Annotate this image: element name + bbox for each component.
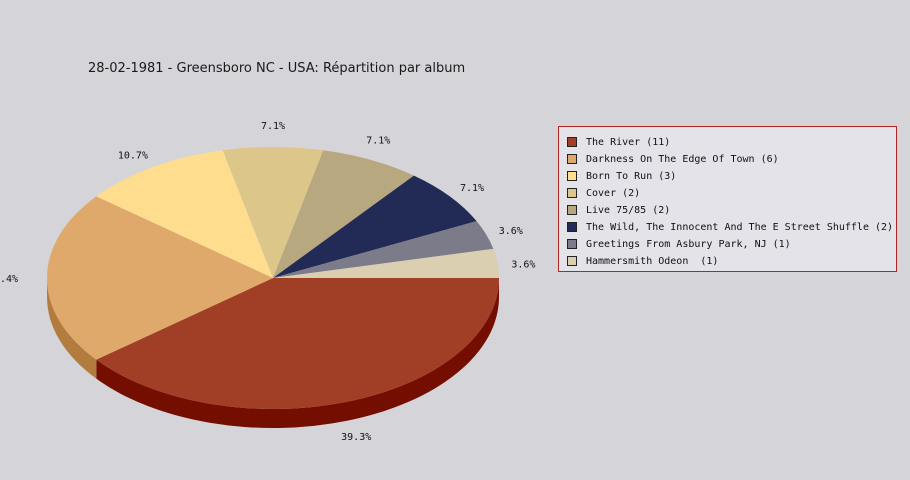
legend-swatch: [567, 154, 577, 164]
pie-slice-percent-the-river-11: 39.3%: [341, 432, 371, 443]
legend-item-greetings-from-asbury-park-nj-1: Greetings From Asbury Park, NJ (1): [567, 237, 791, 251]
legend-swatch: [567, 222, 577, 232]
legend-label: Live 75/85 (2): [586, 204, 671, 216]
legend-item-the-river-11: The River (11): [567, 135, 670, 149]
pie-slice-the-river-11[interactable]: [96, 278, 499, 409]
pie-slice-hammersmith-odeon-1[interactable]: [273, 248, 499, 278]
pie-slice-percent-greetings-from-asbury-park-nj-1: 3.6%: [499, 226, 523, 237]
legend-swatch: [567, 137, 577, 147]
legend-item-hammersmith-odeon-1: Hammersmith Odeon (1): [567, 254, 718, 268]
legend-label: Born To Run (3): [586, 170, 677, 182]
legend-label: Cover (2): [586, 187, 641, 199]
legend-swatch: [567, 239, 577, 249]
pie-slice-darkness-on-the-edge-of-town-6[interactable]: [47, 196, 274, 360]
legend-swatch: [567, 188, 577, 198]
pie-slice-the-wild-the-innocent-and-the-e-street-shuffle-2[interactable]: [273, 175, 477, 278]
legend-swatch: [567, 205, 577, 215]
pie-depth: [47, 278, 499, 428]
pie-slice-percent-live-75-85-2: 7.1%: [366, 135, 390, 146]
chart-legend: The River (11) Darkness On The Edge Of To…: [558, 126, 897, 272]
legend-label: Darkness On The Edge Of Town (6): [586, 153, 779, 165]
legend-label: Hammersmith Odeon (1): [586, 255, 719, 267]
pie-slice-percent-born-to-run-3: 10.7%: [118, 150, 148, 161]
pie-slice-side-the-river-11: [96, 278, 499, 428]
pie-slice-live-75-85-2[interactable]: [273, 150, 414, 278]
legend-swatch: [567, 171, 577, 181]
pie-slice-percent-cover-2: 7.1%: [261, 121, 285, 132]
legend-swatch: [567, 256, 577, 266]
legend-item-darkness-on-the-edge-of-town-6: Darkness On The Edge Of Town (6): [567, 152, 779, 166]
legend-item-live-75-85-2: Live 75/85 (2): [567, 203, 670, 217]
pie-slice-percent-hammersmith-odeon-1: 3.6%: [511, 260, 535, 271]
pie-slice-greetings-from-asbury-park-nj-1[interactable]: [273, 221, 494, 278]
pie-slice-cover-2[interactable]: [222, 147, 324, 278]
legend-item-born-to-run-3: Born To Run (3): [567, 169, 676, 183]
legend-label: The Wild, The Innocent And The E Street …: [586, 221, 894, 233]
legend-item-cover-2: Cover (2): [567, 186, 640, 200]
legend-item-the-wild-the-innocent-and-the-e-street-shuffle-2: The Wild, The Innocent And The E Street …: [567, 220, 893, 234]
pie-slice-born-to-run-3[interactable]: [96, 150, 273, 278]
pie-slices: [47, 147, 499, 409]
pie-percent-labels: 39.3% 21.4% 10.7% 7.1% 7.1% 7.1% 3.6% 3.6%: [0, 121, 535, 443]
legend-label: Greetings From Asbury Park, NJ (1): [586, 238, 791, 250]
legend-label: The River (11): [586, 136, 671, 148]
pie-slice-percent-the-wild-the-innocent-and-the-e-street-shuffle-2: 7.1%: [460, 183, 484, 194]
chart-title: 28-02-1981 - Greensboro NC - USA: Répart…: [88, 61, 466, 76]
pie-slice-side-darkness-on-the-edge-of-town-6: [47, 278, 97, 379]
pie-slice-percent-darkness-on-the-edge-of-town-6: 21.4%: [0, 274, 18, 285]
